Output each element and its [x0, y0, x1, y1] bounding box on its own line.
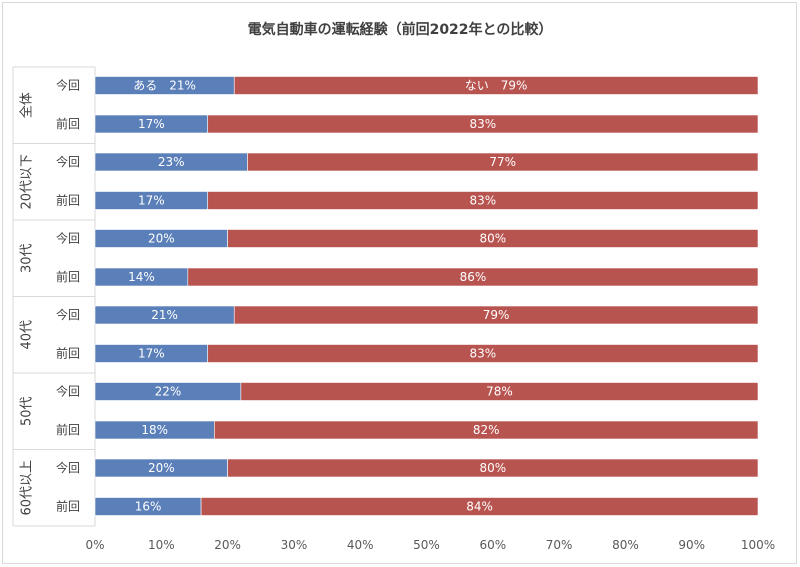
row-label: 今回 [56, 231, 80, 246]
data-label-nai: 79% [483, 308, 510, 322]
x-tick-label: 100% [741, 538, 775, 552]
x-tick-label: 40% [347, 538, 374, 552]
chart-title: 電気自動車の運転経験（前回2022年との比較） [248, 21, 553, 38]
x-tick-label: 80% [612, 538, 639, 552]
bar-segment-nai [247, 152, 759, 172]
data-label-nai: 86% [460, 270, 487, 284]
data-label-nai: 82% [473, 423, 500, 437]
row-label: 今回 [56, 78, 80, 93]
data-label-nai: 83% [470, 347, 497, 361]
data-label-ari: 17% [138, 347, 165, 361]
data-label-nai: 84% [466, 500, 493, 514]
data-label-ari: 18% [141, 423, 168, 437]
data-label-ari: 22% [155, 385, 182, 399]
x-tick-label: 30% [281, 538, 308, 552]
data-label-ari: 16% [135, 500, 162, 514]
data-label-ari: ある 21% [133, 79, 196, 93]
bar-segment-nai [207, 191, 759, 210]
data-label-nai: ない 79% [465, 79, 528, 93]
group-label: 20代以下 [20, 154, 35, 210]
x-tick-label: 20% [214, 538, 241, 552]
x-tick-label: 50% [413, 538, 440, 552]
bar-segment-nai [233, 76, 759, 95]
row-label: 今回 [56, 384, 80, 399]
data-label-ari: 23% [158, 155, 185, 169]
row-label: 前回 [56, 422, 80, 437]
row-label: 前回 [56, 499, 80, 514]
row-label: 前回 [56, 193, 80, 208]
row-label: 今回 [56, 460, 80, 475]
bar-segment-nai [187, 267, 759, 287]
row-label: 今回 [56, 154, 80, 169]
data-label-ari: 17% [138, 194, 165, 208]
group-label: 30代 [20, 243, 35, 273]
bar-segment-nai [207, 114, 759, 134]
bar-segment-nai [207, 344, 759, 363]
group-label: 全体 [19, 92, 35, 118]
bar-segment-nai [240, 382, 759, 401]
group-label: 40代 [20, 320, 35, 350]
data-label-ari: 17% [138, 117, 165, 131]
row-label: 前回 [56, 116, 80, 131]
row-label: 前回 [56, 269, 80, 284]
x-tick-label: 10% [148, 538, 175, 552]
bar-segment-nai [227, 458, 759, 478]
group-label: 60代以上 [20, 460, 35, 516]
bar-segment-nai [214, 420, 759, 440]
data-label-nai: 83% [470, 117, 497, 131]
bar-segment-nai [233, 305, 759, 325]
data-label-nai: 78% [486, 385, 513, 399]
x-tick-label: 0% [85, 538, 104, 552]
bar-segment-nai [227, 229, 759, 248]
bar-segment-nai [200, 497, 759, 516]
data-label-ari: 20% [148, 232, 175, 246]
data-label-ari: 20% [148, 461, 175, 475]
data-label-ari: 21% [151, 308, 178, 322]
x-tick-label: 70% [546, 538, 573, 552]
data-label-nai: 77% [489, 155, 516, 169]
data-label-nai: 80% [479, 232, 506, 246]
data-label-nai: 83% [470, 194, 497, 208]
data-label-ari: 14% [128, 270, 155, 284]
x-tick-label: 60% [479, 538, 506, 552]
row-label: 今回 [56, 307, 80, 322]
group-label: 50代 [20, 396, 35, 426]
data-label-nai: 80% [479, 461, 506, 475]
row-label: 前回 [56, 346, 80, 361]
x-tick-label: 90% [678, 538, 705, 552]
